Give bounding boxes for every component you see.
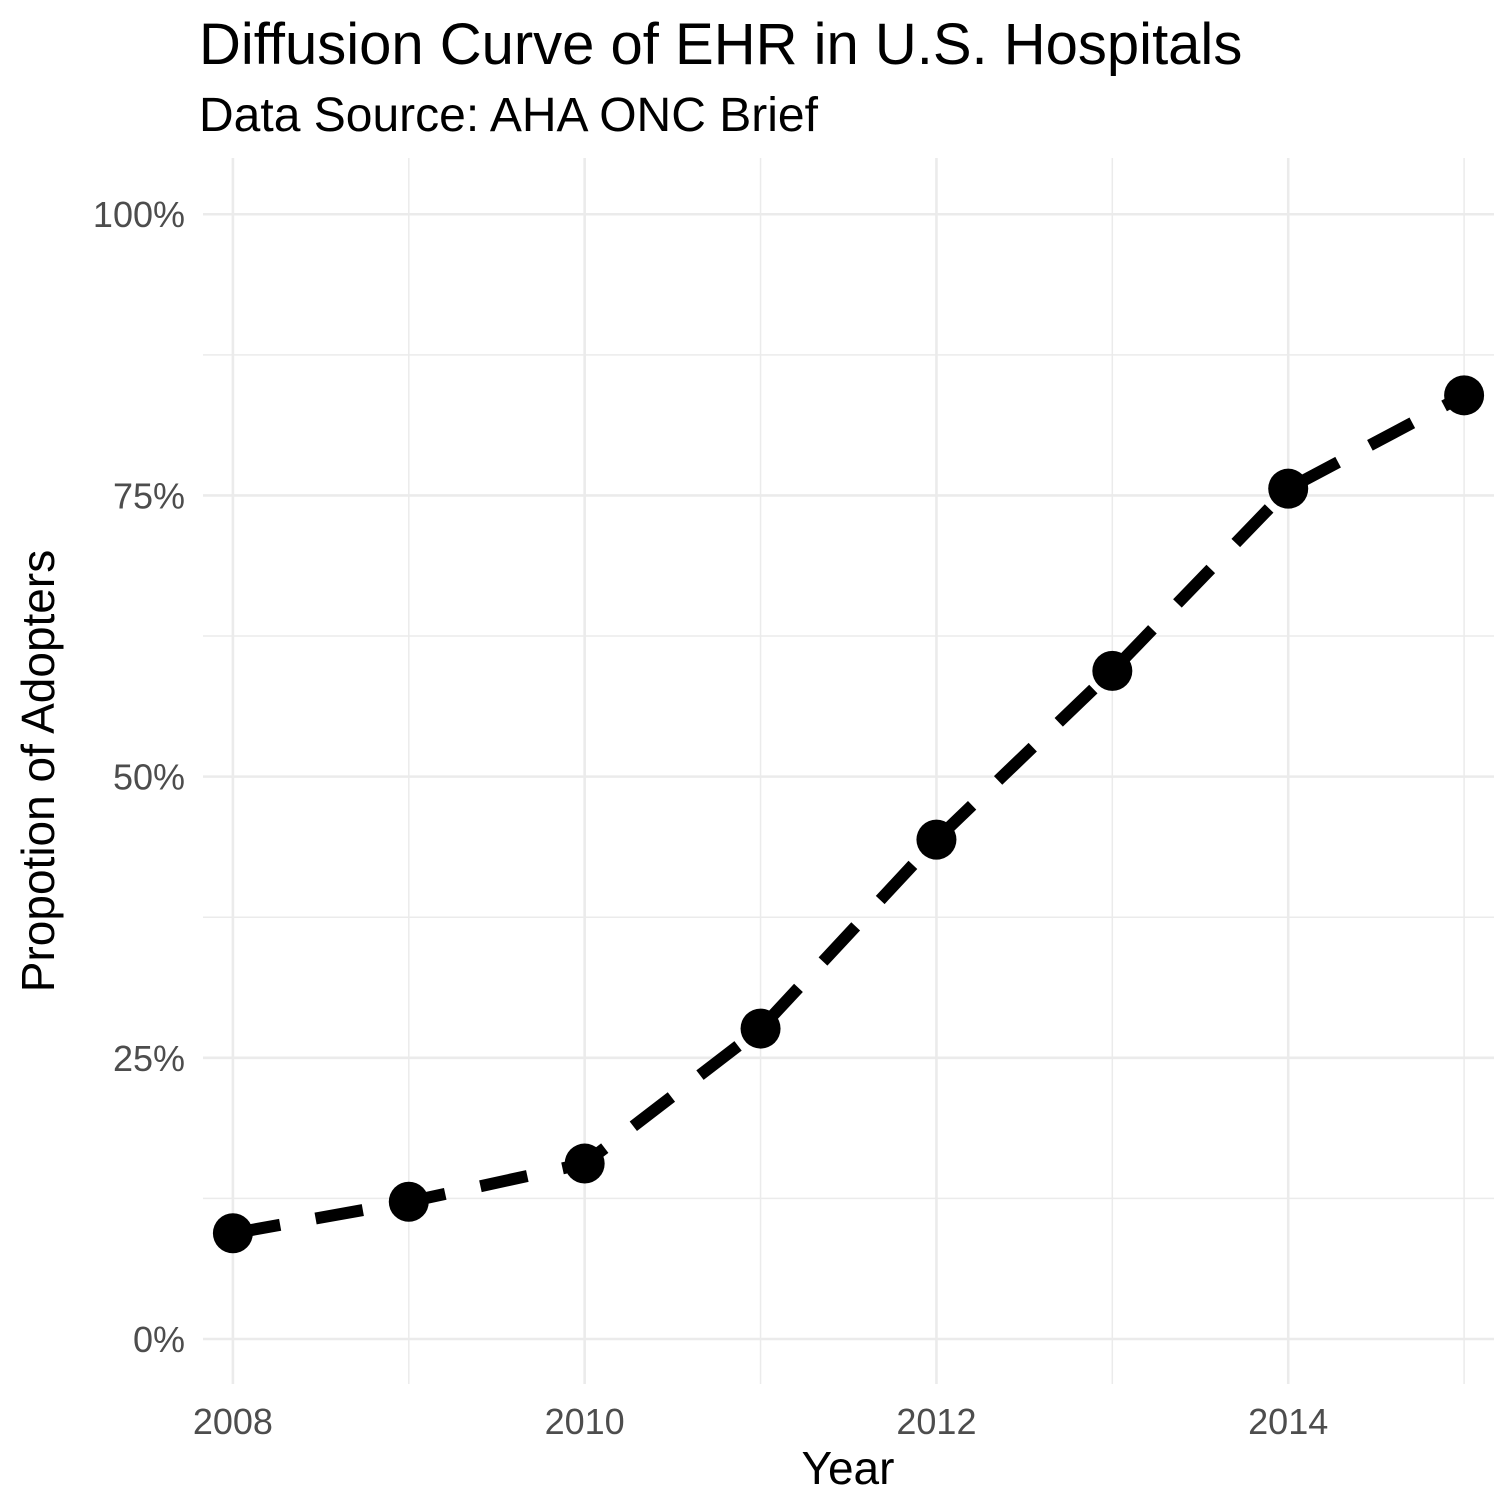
grid-lines: [203, 158, 1494, 1384]
y-tick-label: 100%: [93, 194, 185, 235]
data-point: [1444, 375, 1485, 416]
series-line: [231, 390, 1467, 1240]
data-series: [212, 375, 1485, 1254]
x-tick-label: 2014: [1248, 1401, 1328, 1442]
data-point: [388, 1181, 429, 1222]
chart-title: Diffusion Curve of EHR in U.S. Hospitals: [199, 12, 1242, 77]
chart-subtitle: Data Source: AHA ONC Brief: [199, 89, 819, 142]
y-tick-label: 50%: [113, 757, 185, 798]
x-axis-tick-labels: 2008 2010 2012 2014: [193, 1401, 1328, 1442]
y-axis-tick-labels: 0% 25% 50% 75% 100%: [93, 194, 185, 1360]
data-point: [564, 1143, 605, 1184]
y-tick-label: 0%: [133, 1319, 185, 1360]
data-point: [212, 1213, 253, 1254]
x-tick-label: 2012: [896, 1401, 976, 1442]
x-tick-label: 2010: [545, 1401, 625, 1442]
data-point: [1092, 650, 1133, 691]
data-point: [1268, 468, 1309, 509]
y-axis-title: Propotion of Adopters: [12, 550, 64, 992]
y-tick-label: 25%: [113, 1038, 185, 1079]
data-point: [916, 819, 957, 860]
x-axis-title: Year: [802, 1442, 895, 1494]
y-tick-label: 75%: [113, 475, 185, 516]
data-point: [740, 1008, 781, 1049]
x-tick-label: 2008: [193, 1401, 273, 1442]
